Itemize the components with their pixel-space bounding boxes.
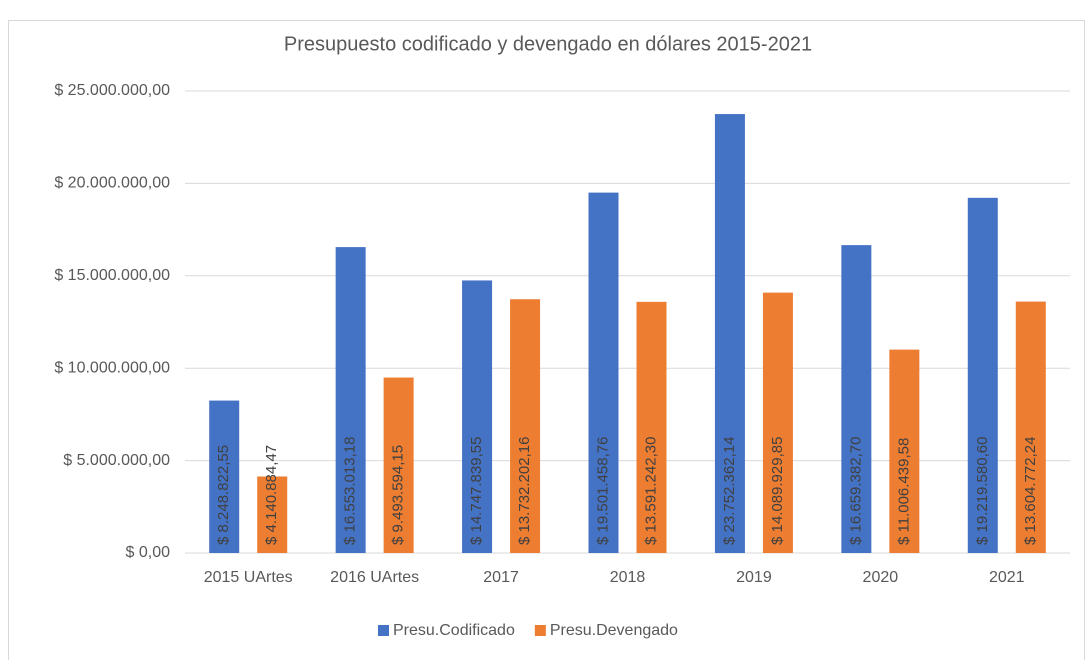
- bar: [841, 245, 872, 553]
- y-tick-label: $ 15.000.000,00: [54, 267, 170, 284]
- bar: [257, 476, 288, 553]
- x-tick-label: 2017: [483, 569, 519, 586]
- value-label: $ 11.006.439,58: [895, 438, 912, 545]
- bar: [636, 301, 667, 553]
- value-label: $ 8.248.822,55: [215, 445, 232, 545]
- legend-swatch: [534, 625, 546, 636]
- bar: [967, 197, 998, 553]
- value-label: $ 9.493.594,15: [390, 445, 407, 545]
- value-label: $ 23.752.362,14: [721, 437, 738, 545]
- legend-label: Presu.Devengado: [550, 622, 678, 639]
- y-tick-label: $ 5.000.000,00: [63, 452, 170, 469]
- y-tick-label: $ 20.000.000,00: [54, 175, 170, 192]
- value-label: $ 16.553.013,18: [342, 437, 359, 545]
- bar: [762, 292, 793, 553]
- value-label: $ 13.732.202,16: [516, 437, 533, 545]
- value-label: $ 4.140.884,47: [263, 445, 280, 545]
- x-tick-label: 2018: [610, 569, 646, 586]
- value-label: $ 16.659.382,70: [847, 437, 864, 545]
- bar: [889, 349, 920, 553]
- x-tick-label: 2020: [863, 569, 899, 586]
- value-label: $ 19.219.580,60: [974, 437, 991, 545]
- y-tick-label: $ 0,00: [126, 544, 171, 561]
- bar: [209, 400, 240, 553]
- bar: [335, 247, 366, 553]
- bar: [1015, 301, 1046, 553]
- bar: [383, 377, 414, 553]
- value-label: $ 14.089.929,85: [769, 437, 786, 545]
- chart-title: Presupuesto codificado y devengado en dó…: [284, 33, 812, 55]
- bar: [588, 192, 619, 553]
- bar: [510, 299, 541, 553]
- value-label: $ 13.604.772,24: [1022, 437, 1039, 545]
- y-tick-label: $ 25.000.000,00: [54, 82, 170, 99]
- x-tick-label: 2021: [989, 569, 1025, 586]
- legend-label: Presu.Codificado: [393, 622, 515, 639]
- value-label: $ 19.501.458,76: [594, 437, 611, 545]
- bar: [462, 280, 493, 553]
- bar: [714, 114, 745, 554]
- chart-frame: [8, 20, 1085, 660]
- x-tick-label: 2019: [736, 569, 772, 586]
- value-label: $ 13.591.242,30: [642, 437, 659, 545]
- value-label: $ 14.747.839,55: [468, 437, 485, 545]
- x-tick-label: 2015 UArtes: [204, 569, 293, 586]
- legend-swatch: [378, 625, 389, 636]
- y-tick-label: $ 10.000.000,00: [54, 359, 170, 376]
- x-tick-label: 2016 UArtes: [330, 569, 419, 586]
